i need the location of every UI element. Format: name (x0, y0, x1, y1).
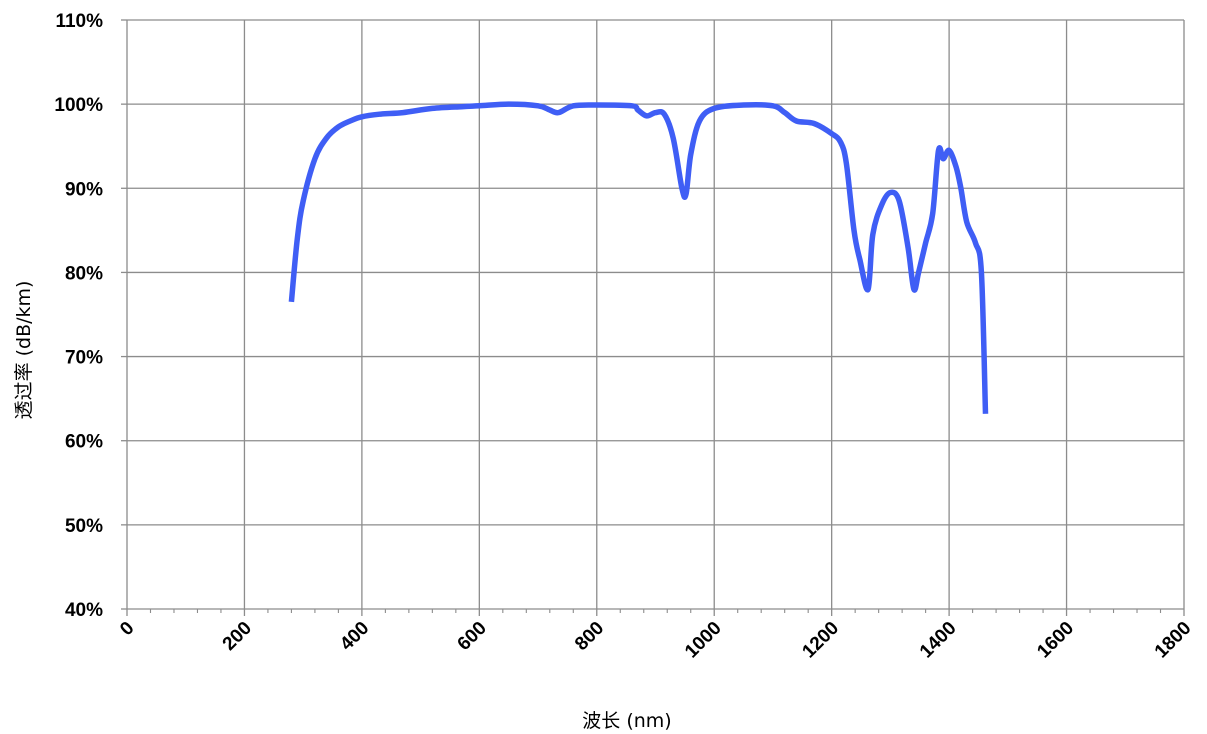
x-tick-label: 1000 (681, 618, 726, 663)
x-tick-label: 0 (116, 618, 138, 640)
axes (126, 20, 1184, 610)
x-axis-title: 波长 (nm) (582, 710, 671, 732)
x-tick-label: 800 (571, 618, 608, 655)
transmittance-line (288, 101, 989, 414)
x-tick-label: 1200 (798, 618, 843, 663)
y-tick-labels: 40% 50% 60% 70% 80% 90% 100% 110% (54, 11, 103, 621)
x-tick-label: 1600 (1033, 618, 1078, 663)
y-tick-label: 40% (65, 600, 103, 621)
y-tick-label: 110% (55, 11, 103, 32)
y-tick-label: 70% (65, 348, 103, 369)
y-tick-label: 60% (65, 432, 103, 453)
x-tick-label: 200 (219, 618, 256, 655)
x-tick-label: 1800 (1151, 618, 1196, 663)
tick-marks (121, 19, 1185, 616)
y-tick-label: 90% (65, 179, 103, 200)
x-tick-label: 400 (336, 618, 373, 655)
x-tick-label: 1400 (916, 618, 961, 663)
y-tick-label: 100% (54, 95, 103, 116)
x-tick-labels: 0 200 400 600 800 1000 1200 1400 1600 1800 (116, 618, 1195, 663)
y-tick-label: 80% (65, 263, 103, 284)
grid (127, 19, 1185, 609)
y-tick-label: 50% (65, 516, 103, 537)
plot-area (288, 101, 989, 414)
x-tick-label: 600 (454, 618, 491, 655)
y-axis-title: 透过率 (dB/km) (13, 281, 35, 420)
